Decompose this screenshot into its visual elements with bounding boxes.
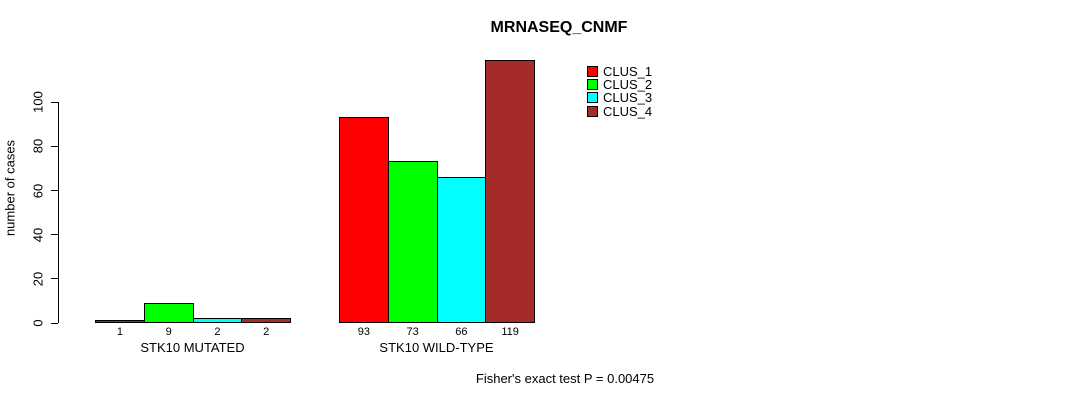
x-group-label: STK10 WILD-TYPE bbox=[379, 340, 494, 355]
bar-value-label: 2 bbox=[214, 326, 221, 338]
y-axis-line bbox=[58, 101, 59, 324]
y-tick bbox=[51, 322, 58, 324]
y-tick bbox=[51, 190, 58, 192]
bar bbox=[436, 176, 487, 324]
legend-swatch-icon bbox=[587, 66, 598, 78]
bar-value-label: 1 bbox=[116, 326, 123, 338]
y-tick bbox=[51, 101, 58, 103]
legend-label: CLUS_3 bbox=[603, 90, 653, 106]
y-tick-label: 100 bbox=[30, 91, 46, 114]
bar bbox=[485, 59, 535, 324]
y-tick bbox=[51, 234, 58, 236]
stat-test-caption: Fisher's exact test P = 0.00475 bbox=[475, 371, 655, 386]
x-group-label: STK10 MUTATED bbox=[140, 340, 245, 355]
y-tick-label: 40 bbox=[30, 227, 46, 242]
y-tick-label: 20 bbox=[30, 271, 46, 287]
bar bbox=[387, 161, 438, 324]
legend-item: CLUS_4 bbox=[587, 105, 652, 118]
legend-label: CLUS_2 bbox=[603, 77, 653, 93]
chart-title: MRNASEQ_CNMF bbox=[490, 19, 628, 36]
bar bbox=[95, 320, 145, 324]
bar-value-label: 66 bbox=[455, 326, 468, 338]
bar-value-label: 2 bbox=[263, 326, 270, 338]
legend-label: CLUS_4 bbox=[603, 103, 653, 119]
legend-swatch-icon bbox=[587, 105, 598, 117]
legend-item: CLUS_2 bbox=[587, 78, 652, 91]
legend: CLUS_1 CLUS_2 CLUS_3 CLUS_4 bbox=[587, 65, 652, 118]
bar bbox=[241, 318, 291, 324]
legend-label: CLUS_1 bbox=[603, 64, 653, 80]
bar-value-label: 9 bbox=[165, 326, 172, 338]
y-tick-label: 80 bbox=[30, 139, 46, 154]
y-tick-label: 60 bbox=[30, 183, 46, 198]
bar-value-label: 73 bbox=[406, 326, 419, 338]
legend-swatch-icon bbox=[587, 92, 598, 104]
bar-value-label: 93 bbox=[357, 326, 370, 338]
bar bbox=[143, 302, 194, 324]
y-tick-label: 0 bbox=[30, 319, 46, 327]
bar bbox=[339, 117, 389, 324]
legend-item: CLUS_3 bbox=[587, 91, 652, 104]
legend-swatch-icon bbox=[587, 79, 598, 91]
y-axis-label: number of cases bbox=[2, 139, 18, 237]
bar bbox=[192, 318, 243, 324]
y-tick bbox=[51, 145, 58, 147]
y-tick bbox=[51, 278, 58, 280]
legend-item: CLUS_1 bbox=[587, 65, 652, 78]
bar-value-label: 119 bbox=[501, 326, 519, 338]
